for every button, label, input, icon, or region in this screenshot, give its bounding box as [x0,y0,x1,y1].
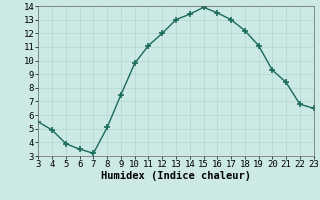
X-axis label: Humidex (Indice chaleur): Humidex (Indice chaleur) [101,171,251,181]
